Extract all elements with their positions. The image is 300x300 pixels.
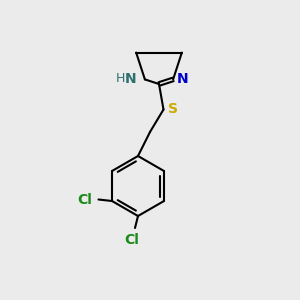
Text: Cl: Cl (78, 193, 92, 206)
Text: S: S (168, 102, 178, 116)
Text: N: N (125, 71, 136, 85)
Text: H: H (116, 72, 125, 85)
Text: N: N (177, 71, 189, 85)
Text: Cl: Cl (124, 233, 140, 247)
